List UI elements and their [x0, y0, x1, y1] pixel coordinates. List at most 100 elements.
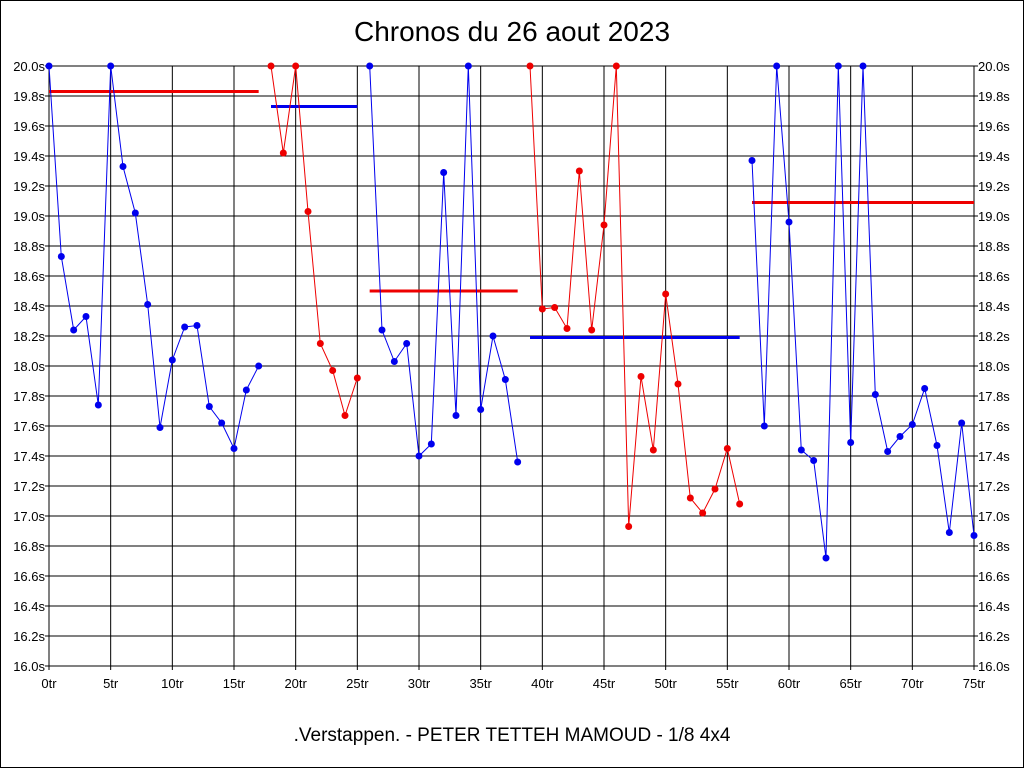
data-point	[292, 62, 300, 70]
y-tick-label-left: 19.2s	[13, 179, 45, 194]
data-point	[822, 554, 830, 562]
data-point	[711, 485, 719, 493]
y-tick-label-right: 17.4s	[978, 449, 1010, 464]
data-point	[649, 446, 657, 454]
data-point	[625, 523, 633, 530]
data-point	[230, 445, 238, 452]
data-point	[193, 322, 201, 329]
y-tick-label-right: 20.0s	[978, 59, 1010, 74]
y-tick-label-left: 17.0s	[13, 509, 45, 524]
x-tick-label: 45tr	[593, 676, 616, 691]
chart-title: Chronos du 26 aout 2023	[353, 16, 671, 47]
data-point	[859, 62, 867, 70]
data-point	[773, 62, 781, 70]
data-point	[156, 424, 164, 431]
data-point	[304, 208, 312, 215]
data-point	[366, 62, 374, 70]
series-line	[270, 65, 358, 418]
x-tick-label: 35tr	[469, 676, 492, 691]
data-point	[119, 163, 127, 170]
data-point	[575, 167, 583, 175]
y-tick-label-right: 17.6s	[978, 419, 1010, 434]
y-tick-label-left: 18.0s	[13, 359, 45, 374]
data-point	[489, 332, 497, 340]
data-point	[563, 325, 571, 332]
y-tick-label-left: 19.6s	[13, 119, 45, 134]
data-point	[378, 326, 386, 334]
y-tick-label-right: 17.2s	[978, 479, 1010, 494]
x-tick-label: 65tr	[839, 676, 862, 691]
data-point	[748, 157, 756, 164]
y-tick-label-left: 17.8s	[13, 389, 45, 404]
x-tick-label: 10tr	[161, 676, 184, 691]
x-tick-label: 25tr	[346, 676, 369, 691]
data-point	[144, 301, 152, 308]
data-point	[847, 439, 855, 446]
data-point	[871, 391, 879, 398]
data-point	[526, 62, 534, 70]
y-tick-label-left: 16.6s	[13, 569, 45, 584]
data-point	[921, 385, 929, 392]
data-point	[181, 323, 189, 331]
y-tick-label-right: 16.2s	[978, 629, 1010, 644]
data-point	[797, 446, 805, 454]
data-point	[168, 356, 176, 364]
data-point	[945, 529, 953, 536]
y-tick-label-right: 19.2s	[978, 179, 1010, 194]
y-tick-label-right: 17.0s	[978, 509, 1010, 524]
data-point	[785, 218, 793, 226]
data-point	[538, 305, 546, 313]
y-tick-label-left: 17.4s	[13, 449, 45, 464]
data-point	[662, 290, 670, 298]
data-point	[464, 62, 472, 70]
x-tick-label: 55tr	[716, 676, 739, 691]
y-tick-label-right: 19.6s	[978, 119, 1010, 134]
y-tick-label-right: 19.4s	[978, 149, 1010, 164]
x-tick-label: 30tr	[408, 676, 431, 691]
data-point	[908, 421, 916, 428]
y-tick-label-left: 19.4s	[13, 149, 45, 164]
data-point	[896, 433, 904, 440]
y-tick-label-right: 17.8s	[978, 389, 1010, 404]
data-point	[267, 62, 275, 70]
data-point	[699, 509, 707, 517]
y-tick-label-right: 16.6s	[978, 569, 1010, 584]
data-point	[686, 494, 694, 502]
data-point	[723, 445, 731, 452]
data-point	[403, 340, 411, 347]
data-point	[390, 358, 398, 365]
y-tick-label-left: 17.6s	[13, 419, 45, 434]
y-tick-label-left: 16.0s	[13, 659, 45, 674]
data-point	[427, 440, 435, 448]
y-tick-label-right: 18.2s	[978, 329, 1010, 344]
data-point	[242, 386, 250, 394]
data-point	[736, 500, 744, 508]
data-point	[551, 304, 559, 311]
data-point	[316, 340, 324, 347]
data-point	[612, 62, 620, 70]
chart-subtitle: .Verstappen. - PETER TETTEH MAMOUD - 1/8…	[293, 725, 731, 746]
y-tick-label-left: 16.4s	[13, 599, 45, 614]
data-point	[107, 62, 115, 70]
data-point	[514, 458, 522, 466]
y-tick-label-right: 19.0s	[978, 209, 1010, 224]
y-tick-label-left: 18.8s	[13, 239, 45, 254]
y-tick-label-left: 18.2s	[13, 329, 45, 344]
y-tick-label-left: 18.4s	[13, 299, 45, 314]
data-point	[588, 326, 596, 334]
y-tick-label-left: 18.6s	[13, 269, 45, 284]
series-line	[529, 65, 741, 527]
data-point	[94, 401, 102, 409]
data-point	[834, 62, 842, 70]
data-point	[218, 419, 226, 427]
data-point	[415, 452, 423, 460]
y-tick-label-right: 18.0s	[978, 359, 1010, 374]
data-point	[600, 221, 608, 229]
data-point	[501, 376, 509, 383]
data-point	[933, 442, 941, 449]
x-tick-label: 60tr	[778, 676, 801, 691]
y-tick-label-right: 18.6s	[978, 269, 1010, 284]
data-point	[958, 419, 966, 427]
data-point	[760, 422, 768, 430]
y-tick-label-right: 18.8s	[978, 239, 1010, 254]
